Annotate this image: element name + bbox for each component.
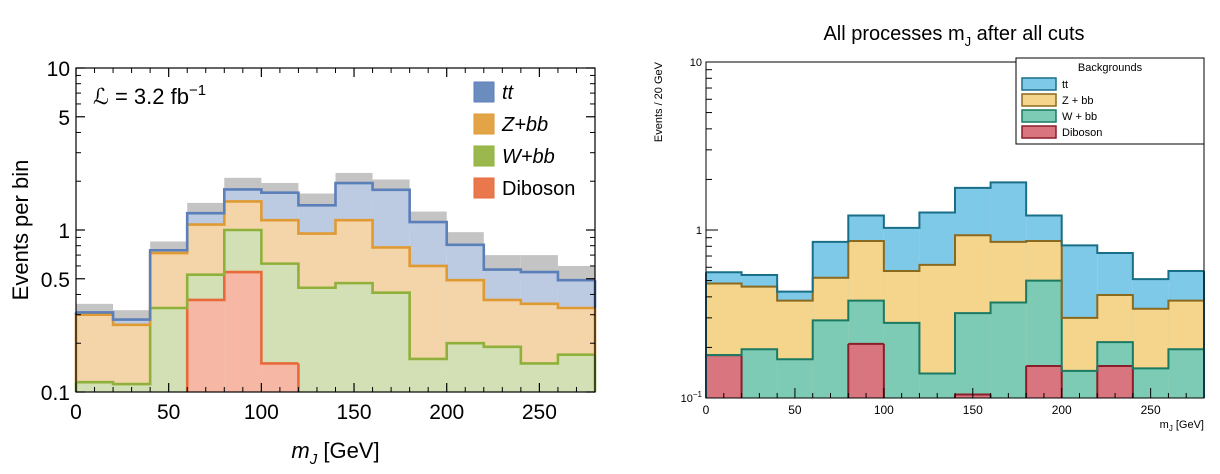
bar-Diboson (706, 355, 742, 398)
bar-W + bb (1168, 349, 1204, 398)
bar-W+bb (483, 346, 521, 392)
legend-swatch-W+bb (473, 145, 495, 167)
chart-title-suffix: after all cuts (971, 23, 1084, 45)
x-tick-label: 100 (874, 403, 894, 417)
bar-W + bb (883, 322, 920, 398)
bar-Diboson (1026, 366, 1062, 398)
x-tick-label: 100 (244, 401, 279, 424)
x-tick-label: 200 (429, 401, 464, 424)
bar-W + bb (741, 349, 778, 398)
left-plot-area (74, 172, 597, 392)
bar-Diboson (848, 343, 884, 398)
bar-W+bb (557, 354, 595, 392)
y-tick-label: 10 (690, 57, 702, 69)
legend-swatch-Diboson (1021, 125, 1057, 139)
left-chart: 0 50 100 150 200 250 0.1 0.5 1 5 10 Events per bin m… (8, 58, 597, 468)
y-tick-label: 1 (58, 220, 70, 243)
y-tick-label: 0.5 (41, 269, 70, 292)
line-W + bb (706, 279, 1204, 375)
bar-W+bb (372, 292, 410, 392)
bar-Z+bb (76, 314, 114, 392)
bar-W+bb (446, 343, 484, 392)
x-tick-label: 0 (703, 403, 710, 417)
x-tick-label: 150 (337, 401, 372, 424)
legend-label-Diboson: Diboson (1062, 127, 1102, 139)
bar-W + bb (955, 313, 991, 398)
bar-Diboson (224, 272, 262, 392)
bar-W+bb (298, 287, 336, 392)
legend-label-W+bb: W+bb (502, 146, 555, 168)
luminosity-annotation: ℒ = 3.2 fb−1 (93, 82, 206, 109)
y-tick-label: 5 (58, 107, 70, 130)
y-tick-label: 0.1 (41, 382, 70, 405)
line-Diboson (187, 270, 299, 365)
chart-title-sub: J (965, 34, 972, 49)
legend-swatch-tt (473, 81, 495, 103)
y-tick-base: 1 (696, 225, 702, 237)
legend-swatch-Z+bb (473, 113, 495, 135)
x-tick-label: 50 (157, 401, 180, 424)
legend-label-tt: tt (1062, 79, 1068, 91)
bar-Diboson (187, 299, 225, 392)
x-axis-label: mJ [GeV] (291, 438, 379, 468)
x-axis-label-unit: [GeV] (1173, 419, 1204, 431)
bar-W+bb (150, 308, 188, 392)
legend-label-Diboson: Diboson (502, 178, 575, 200)
y-tick-label: 10 (47, 58, 70, 81)
line-W+bb (76, 228, 595, 386)
bar-W+bb (409, 358, 447, 392)
bar-Z+bb (113, 324, 151, 392)
legend-swatch-Diboson (473, 177, 495, 199)
right-plot-area (705, 181, 1205, 398)
luminosity-exponent: −1 (189, 82, 206, 99)
x-axis-label: mJ [GeV] (1160, 419, 1204, 433)
x-axis-label-var: m (291, 438, 309, 463)
y-tick-base: 10 (690, 57, 702, 69)
x-axis-label-sub: J (309, 451, 318, 468)
legend-label-W + bb: W + bb (1062, 111, 1097, 123)
line-tt (706, 181, 1204, 293)
y-axis-label: Events / 20 GeV (653, 61, 665, 142)
legend-title: Backgrounds (1078, 62, 1143, 74)
legend-label-Z+bb: Z+bb (501, 114, 548, 136)
x-axis-label-var: m (1160, 419, 1169, 431)
y-tick-exp: −1 (693, 390, 703, 399)
line-tt (76, 181, 595, 321)
x-axis-label-sub: J (1169, 424, 1173, 433)
x-tick-label: 50 (788, 403, 802, 417)
legend-swatch-tt (1021, 77, 1057, 91)
x-tick-label: 250 (1141, 403, 1161, 417)
y-tick-label: 1 (696, 225, 702, 237)
legend-swatch-W + bb (1021, 109, 1057, 123)
x-tick-label: 0 (70, 401, 82, 424)
bar-W + bb (812, 320, 849, 398)
y-tick-base: 10 (681, 393, 693, 405)
x-tick-label: 250 (522, 401, 557, 424)
y-tick-label: 10−1 (681, 390, 703, 405)
bar-Diboson (1097, 366, 1133, 398)
x-tick-label: 150 (963, 403, 983, 417)
chart-title-main: All processes m (823, 23, 964, 45)
line-Z + bb (706, 234, 1204, 319)
legend-label-tt: tt (502, 82, 515, 104)
line-Z+bb (76, 200, 595, 327)
legend-label-Z + bb: Z + bb (1062, 95, 1094, 107)
bar-W + bb (990, 302, 1027, 398)
y-axis-label: Events per bin (8, 160, 33, 301)
bar-W+bb (335, 283, 373, 392)
chart-title: All processes mJ after all cuts (823, 23, 1084, 49)
x-tick-label: 200 (1052, 403, 1072, 417)
luminosity-text: ℒ = 3.2 fb (93, 84, 189, 109)
legend-swatch-Z + bb (1021, 93, 1057, 107)
x-axis-label-unit: [GeV] (317, 438, 379, 463)
